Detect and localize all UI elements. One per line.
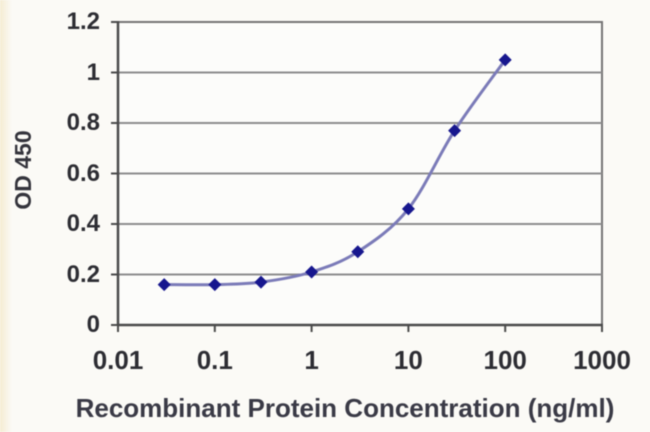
y-tick-label: 0.6 [66, 159, 100, 187]
x-tick-label: 100 [483, 345, 527, 375]
data-point-marker [254, 275, 268, 289]
y-tick-label: 0.4 [66, 210, 100, 237]
data-point-marker [157, 278, 171, 292]
x-tick-label: 1 [304, 345, 319, 375]
y-tick-label: 1.2 [66, 8, 100, 35]
data-point-marker [401, 202, 415, 216]
x-tick-label: 0.1 [196, 345, 233, 375]
x-tick-label: 0.01 [92, 345, 144, 375]
x-tick-label: 1000 [573, 345, 631, 375]
data-point-marker [498, 53, 512, 67]
y-tick-label: 0.8 [66, 109, 100, 136]
y-tick-label: 0.2 [66, 260, 100, 288]
x-tick-label: 10 [393, 345, 423, 375]
data-point-marker [208, 278, 222, 292]
data-point-marker [448, 124, 462, 138]
y-tick-label: 0 [86, 311, 100, 338]
data-point-marker [351, 245, 365, 259]
x-axis-title: Recombinant Protein Concentration (ng/ml… [75, 393, 615, 423]
data-point-marker [305, 265, 319, 279]
y-tick-label: 1 [86, 58, 100, 86]
